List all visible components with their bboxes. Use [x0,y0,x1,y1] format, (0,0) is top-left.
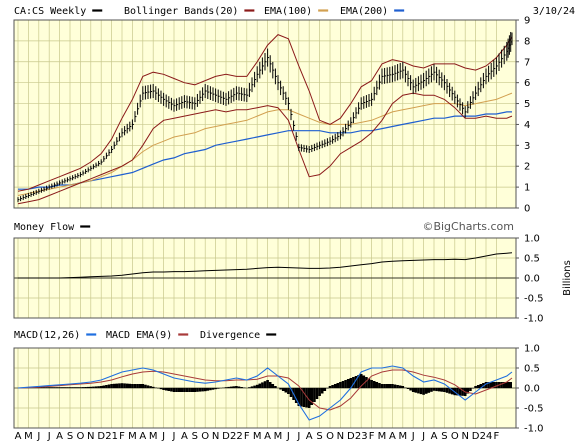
x-tick-label: 22 [230,431,243,442]
money-flow-panel-frame [13,237,517,319]
x-tick-label: M [378,431,387,442]
bollinger-upper-line [17,34,513,192]
x-tick-label: D [97,431,105,442]
price-panel-frame [13,19,517,209]
y-tick-label: 5 [524,99,530,110]
x-tick-label: S [316,431,322,442]
x-tick-label: 21 [105,431,118,442]
x-tick-label: O [76,431,84,442]
x-tick-label: D [472,431,480,442]
y-tick-label: 6 [524,78,530,89]
x-tick-label: 23 [355,431,368,442]
x-tick-label: J [161,431,165,442]
x-tick-label: O [326,431,334,442]
price-legend: CA:CS Weekly Bollinger Bands(20) EMA(100) E… [14,6,405,17]
y-tick-label: 9 [524,16,530,27]
x-tick-label: S [192,431,198,442]
x-tick-label: N [337,431,344,442]
macd-plot [14,365,516,421]
x-tick-label: D [222,431,230,442]
x-tick-label: M [149,431,158,442]
x-tick-label: A [264,431,271,442]
legend-label: CA:CS Weekly [14,6,86,17]
y-tick-label: -0.5 [524,294,544,305]
bollinger-lower-line [17,92,513,205]
x-tick-label: J [172,431,176,442]
watermark: ©BigCharts.com [422,220,514,233]
x-tick-label: M [253,431,262,442]
x-tick-label: O [451,431,459,442]
x-tick-label: A [139,431,146,442]
price-panel-bg [14,20,516,208]
legend-label: Money Flow [14,222,75,233]
y-tick-label: 1 [524,183,530,194]
macd-panel-frame [13,347,517,429]
y-axis-ticks: 9 8 7 6 5 4 3 2 1 0 1.0 0.5 0.0 -0.5 -1.0 1.0 0.5 0.0 -0.5… [516,16,544,435]
macd-ema-line [17,369,513,411]
x-tick-label: F [494,431,500,442]
x-tick-label: A [431,431,438,442]
legend-label: EMA(100) [264,6,312,17]
x-tick-label: S [441,431,447,442]
legend-label: Bollinger Bands(20) [124,6,238,17]
x-tick-label: J [411,431,415,442]
money-flow-plot [14,252,516,279]
x-tick-label: F [244,431,250,442]
y-tick-label: 7 [524,57,530,68]
x-tick-label: S [67,431,73,442]
legend-label: Divergence [200,330,260,341]
macd-legend: MACD(12,26) MACD EMA(9) Divergence [14,330,277,341]
money-flow-legend: Money Flow [14,222,91,233]
x-tick-label: A [15,431,22,442]
y-tick-label: 1.0 [524,234,540,245]
x-tick-label: M [24,431,33,442]
macd-line [17,365,513,421]
y-tick-label: 8 [524,36,530,47]
price-plot [17,31,513,205]
legend-label: EMA(200) [340,6,388,17]
x-tick-label: F [119,431,125,442]
legend-label: MACD(12,26) [14,330,80,341]
y-tick-label: 0 [524,204,530,215]
x-tick-label: J [421,431,425,442]
x-tick-label: J [36,431,40,442]
chart-date: 3/10/24 [533,6,575,17]
y-tick-label: 4 [524,120,530,131]
y-tick-label: -1.0 [524,314,544,325]
x-tick-label: N [212,431,219,442]
x-tick-label: A [181,431,188,442]
y-tick-label: 2 [524,162,530,173]
x-tick-label: M [128,431,137,442]
y-tick-label: 0.0 [524,384,540,395]
x-tick-label: M [398,431,407,442]
ema100-line [17,92,513,196]
x-tick-label: F [369,431,375,442]
y-tick-label: 3 [524,141,530,152]
y-tick-label: -1.0 [524,424,544,435]
x-tick-label: N [461,431,468,442]
x-tick-label: A [306,431,313,442]
x-tick-label: D [347,431,355,442]
x-tick-label: J [296,431,300,442]
x-axis-labels: A M J J A S O N D 21 F M A M J J A S O N D 22 F M A M J J A S O N D 23 F M A… [15,431,500,442]
ema200-line [18,111,512,190]
x-tick-label: M [274,431,283,442]
y-tick-label: 1.0 [524,344,540,355]
legend-label: MACD EMA(9) [106,330,172,341]
y-tick-label: 0.5 [524,254,540,265]
x-tick-label: O [201,431,209,442]
x-tick-label: N [87,431,94,442]
money-flow-line [18,252,513,279]
x-tick-label: A [389,431,396,442]
x-tick-label: 24 [480,431,493,442]
money-flow-units: Billions [562,260,573,296]
x-tick-label: J [47,431,51,442]
x-tick-label: A [56,431,63,442]
y-tick-label: 0.0 [524,274,540,285]
y-tick-label: -0.5 [524,404,544,415]
y-tick-label: 0.5 [524,364,540,375]
x-tick-label: J [286,431,290,442]
